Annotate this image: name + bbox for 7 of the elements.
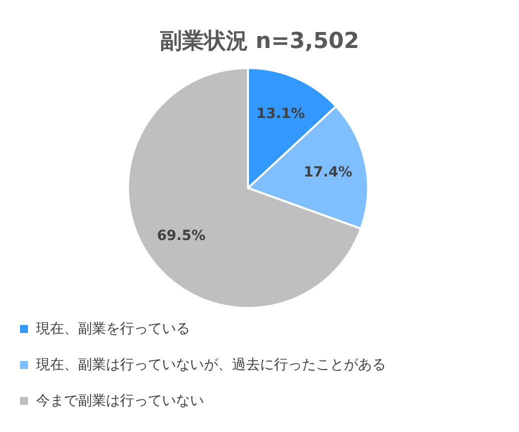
data-label: 13.1% xyxy=(256,106,305,122)
data-label: 17.4% xyxy=(304,164,352,181)
legend-label: 現在、副業は行っていないが、過去に行ったことがある xyxy=(36,357,386,373)
legend-label: 現在、副業を行っている xyxy=(36,321,190,337)
chart-title: 副業状況 n=3,502 xyxy=(160,29,360,54)
data-label: 69.5% xyxy=(156,228,206,244)
legend-label: 今まで副業は行っていない xyxy=(36,393,204,409)
